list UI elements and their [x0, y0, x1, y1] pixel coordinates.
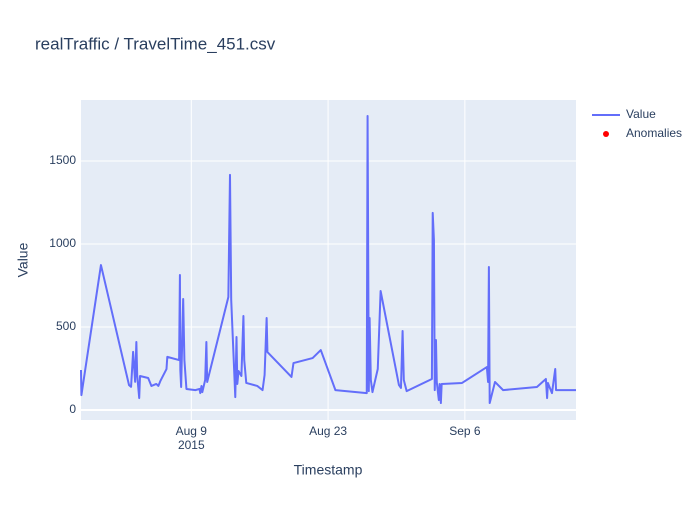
y-tick-label: 500 — [56, 319, 76, 333]
data-line — [80, 114, 576, 405]
x-tick-label: Aug 9 — [176, 424, 208, 438]
y-axis-title: Value — [15, 242, 31, 277]
y-tick-label: 1000 — [49, 236, 76, 250]
legend-marker — [603, 131, 609, 137]
chart-title: realTraffic / TravelTime_451.csv — [35, 34, 276, 53]
legend-label: Anomalies — [626, 126, 682, 140]
x-tick-label: Sep 6 — [449, 424, 481, 438]
legend-label: Value — [626, 107, 656, 121]
x-year-label: 2015 — [178, 438, 205, 452]
y-tick-label: 0 — [69, 402, 76, 416]
x-axis-title: Timestamp — [294, 462, 363, 478]
x-tick-label: Aug 23 — [309, 424, 347, 438]
y-tick-label: 1500 — [49, 153, 76, 167]
